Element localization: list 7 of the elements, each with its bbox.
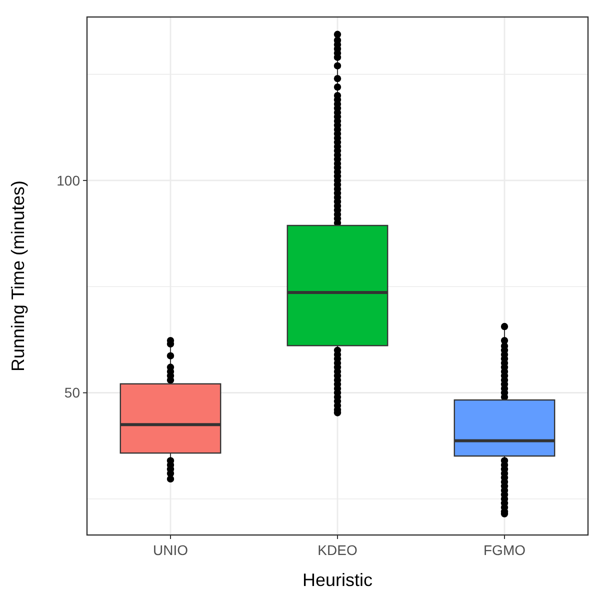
x-tick-label: KDEO xyxy=(318,542,358,558)
y-tick-label: 50 xyxy=(64,384,80,401)
x-tick-label: FGMO xyxy=(484,542,526,558)
y-axis-title: Running Time (minutes) xyxy=(8,180,28,372)
x-axis-title: Heuristic xyxy=(302,570,373,590)
x-tick-label: UNIO xyxy=(153,542,188,558)
y-tick-label: 100 xyxy=(56,172,80,188)
